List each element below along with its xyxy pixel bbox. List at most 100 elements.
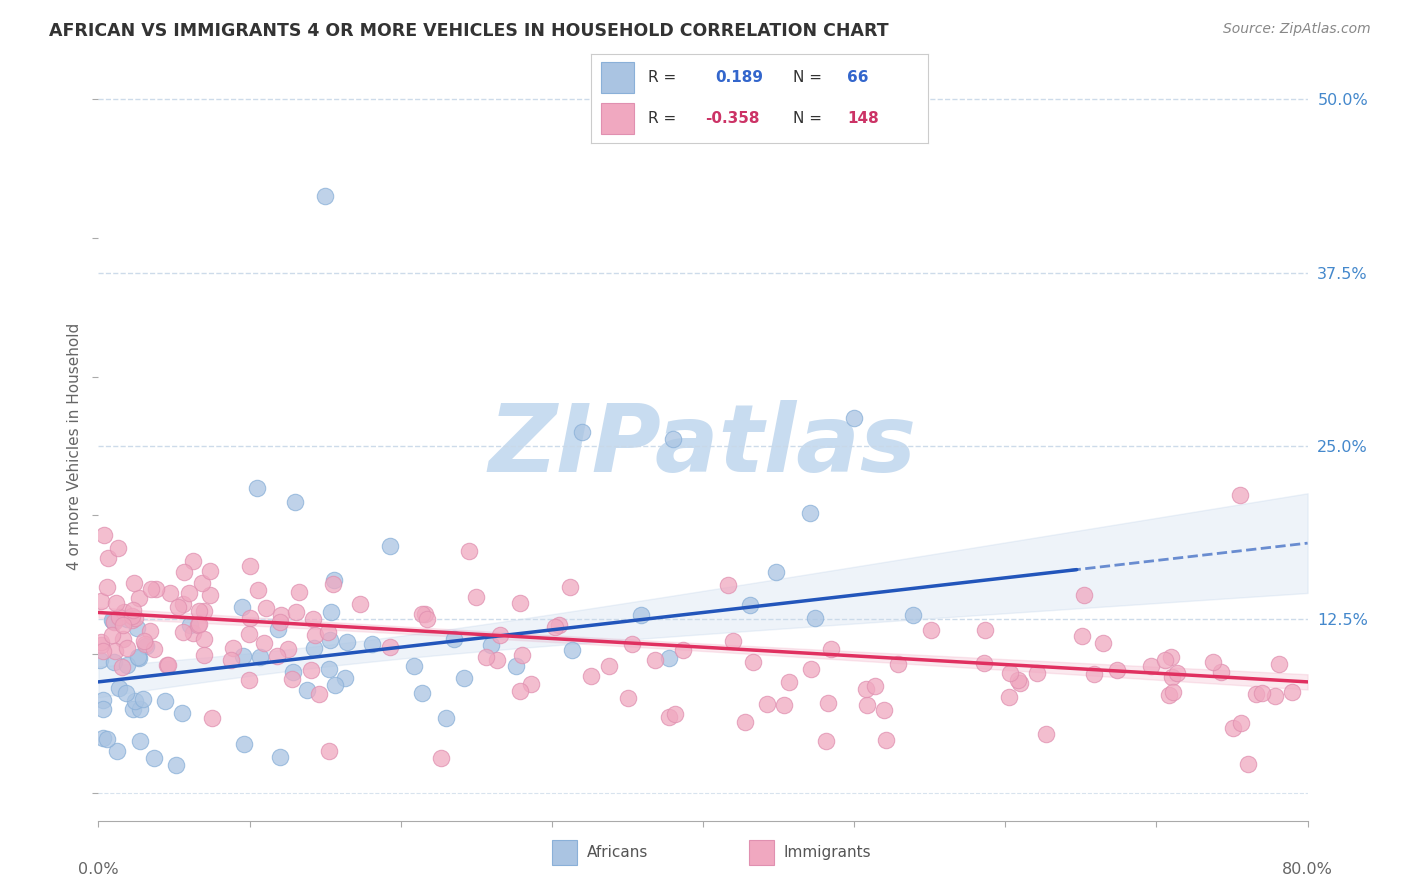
Point [179, 618, 201, 632]
Point [738, 598, 761, 612]
Text: 80.0%: 80.0% [1282, 862, 1333, 877]
Point [91, 702, 114, 716]
Point [122, 603, 145, 617]
Point [664, 707, 686, 722]
Point [415, 607, 437, 621]
Point [1035, 727, 1057, 741]
Point [509, 596, 531, 610]
Point [124, 694, 146, 708]
Text: Source: ZipAtlas.com: Source: ZipAtlas.com [1223, 22, 1371, 37]
Point [548, 618, 571, 632]
Point [620, 637, 643, 651]
Text: Africans: Africans [588, 846, 648, 860]
Point [1010, 676, 1032, 690]
Point [509, 683, 531, 698]
Point [172, 597, 194, 611]
Point [1160, 649, 1182, 664]
Point [820, 642, 842, 657]
Point [91, 644, 114, 658]
Point [598, 658, 620, 673]
Point [734, 714, 756, 729]
Point [128, 650, 150, 665]
Point [142, 751, 165, 765]
Point [239, 610, 262, 624]
Point [253, 636, 276, 650]
Point [281, 665, 304, 679]
Point [89, 653, 111, 667]
Point [1073, 589, 1095, 603]
Point [173, 565, 195, 579]
Point [132, 692, 155, 706]
Point [333, 672, 356, 686]
Point [863, 679, 886, 693]
Point [717, 578, 740, 592]
Point [658, 651, 681, 665]
Point [96, 580, 118, 594]
Point [249, 650, 271, 665]
Bar [600, 62, 634, 93]
Point [284, 494, 307, 508]
Point [974, 624, 997, 638]
Point [281, 672, 304, 686]
Point [855, 681, 877, 696]
Point [238, 626, 260, 640]
Point [284, 605, 307, 619]
Point [616, 690, 638, 705]
Point [1211, 665, 1233, 680]
Text: ZIPatlas: ZIPatlas [489, 400, 917, 492]
Y-axis label: 4 or more Vehicles in Household: 4 or more Vehicles in Household [66, 322, 82, 570]
Point [127, 650, 149, 665]
Point [817, 696, 839, 710]
Point [104, 596, 127, 610]
Point [380, 640, 402, 654]
Point [112, 605, 135, 619]
Point [402, 659, 425, 673]
Point [121, 608, 143, 623]
Point [96, 732, 118, 747]
Point [1237, 757, 1260, 772]
Point [267, 622, 290, 636]
Text: N =: N = [793, 70, 823, 85]
Point [277, 642, 299, 657]
Point [872, 702, 894, 716]
Point [190, 576, 212, 591]
Point [124, 611, 146, 625]
Point [844, 411, 866, 425]
Point [644, 653, 666, 667]
Point [319, 633, 342, 648]
Point [887, 657, 910, 672]
Point [672, 642, 695, 657]
Point [479, 639, 502, 653]
Point [135, 639, 157, 653]
Point [111, 632, 134, 647]
Point [198, 564, 221, 578]
Point [1007, 673, 1029, 687]
Point [510, 648, 533, 662]
Point [430, 751, 453, 765]
Point [1154, 653, 1177, 667]
Point [129, 734, 152, 748]
Point [117, 612, 139, 626]
Point [323, 678, 346, 692]
Point [544, 620, 567, 634]
Point [814, 734, 837, 748]
Point [1222, 721, 1244, 735]
Point [778, 675, 800, 690]
Point [157, 657, 180, 672]
Text: R =: R = [648, 70, 676, 85]
Point [221, 640, 243, 655]
Point [457, 544, 479, 558]
Point [486, 653, 509, 667]
Point [561, 642, 583, 657]
Text: 148: 148 [846, 112, 879, 126]
Bar [600, 103, 634, 134]
Point [179, 586, 201, 600]
Point [125, 621, 148, 635]
Point [193, 648, 215, 662]
Point [266, 648, 288, 663]
Point [465, 591, 488, 605]
Text: N =: N = [793, 112, 823, 126]
Point [443, 632, 465, 647]
Point [475, 650, 498, 665]
Point [1202, 655, 1225, 669]
